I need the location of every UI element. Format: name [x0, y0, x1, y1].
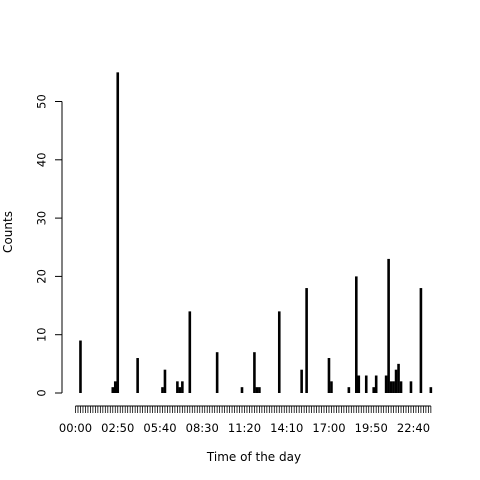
bar: [188, 311, 192, 393]
bar: [347, 387, 351, 393]
bar: [253, 352, 256, 393]
bar: [397, 363, 400, 393]
bar: [176, 381, 179, 393]
x-tick-label: 19:50: [355, 421, 388, 435]
bar: [161, 387, 164, 393]
y-tick-label: 40: [35, 152, 49, 167]
bar: [215, 352, 219, 393]
bar: [364, 375, 368, 393]
bar: [277, 311, 281, 393]
bar: [79, 340, 82, 393]
bar: [355, 276, 358, 393]
x-axis: 00:00 02:50 05:40 08:30 11:20 14:10 17:00 19:50…: [59, 405, 432, 435]
y-tick-label: 50: [35, 94, 49, 109]
bar: [387, 258, 390, 393]
bar: [113, 381, 117, 393]
bar: [357, 375, 361, 393]
bar: [399, 381, 403, 393]
bar: [374, 375, 378, 393]
x-tick-label: 17:00: [312, 421, 345, 435]
bar: [305, 288, 308, 393]
x-tick-label: 05:40: [143, 421, 176, 435]
y-tick-label: 0: [35, 389, 49, 396]
bar: [392, 381, 395, 393]
bar: [372, 387, 375, 393]
x-tick-label: 11:20: [228, 421, 261, 435]
bar: [409, 381, 413, 393]
bar: [116, 72, 120, 393]
bars-group: [79, 72, 433, 393]
x-tick-label: 00:00: [59, 421, 92, 435]
x-tick-label: 22:40: [397, 421, 430, 435]
bar: [255, 387, 259, 393]
bar: [181, 381, 184, 393]
bar: [300, 369, 303, 393]
x-tick-label: 08:30: [186, 421, 219, 435]
bar: [419, 288, 423, 393]
bar: [136, 358, 139, 393]
x-tick-label: 14:10: [270, 421, 303, 435]
bar: [163, 369, 167, 393]
x-tick-label: 02:50: [101, 421, 134, 435]
y-axis: 0 10 20 30 40 50: [35, 94, 63, 397]
bar: [394, 369, 398, 393]
x-axis-label: Time of the day: [206, 450, 301, 464]
y-tick-label: 10: [35, 327, 49, 342]
bar: [384, 375, 388, 393]
bar: [429, 387, 433, 393]
bar: [111, 387, 115, 393]
bar: [330, 381, 333, 393]
bar: [327, 358, 331, 393]
y-tick-label: 30: [35, 211, 49, 226]
bar: [258, 387, 261, 393]
bar: [178, 387, 182, 393]
bar: [389, 381, 393, 393]
y-tick-label: 20: [35, 269, 49, 284]
bar: [240, 387, 244, 393]
y-axis-label: Counts: [1, 211, 15, 253]
